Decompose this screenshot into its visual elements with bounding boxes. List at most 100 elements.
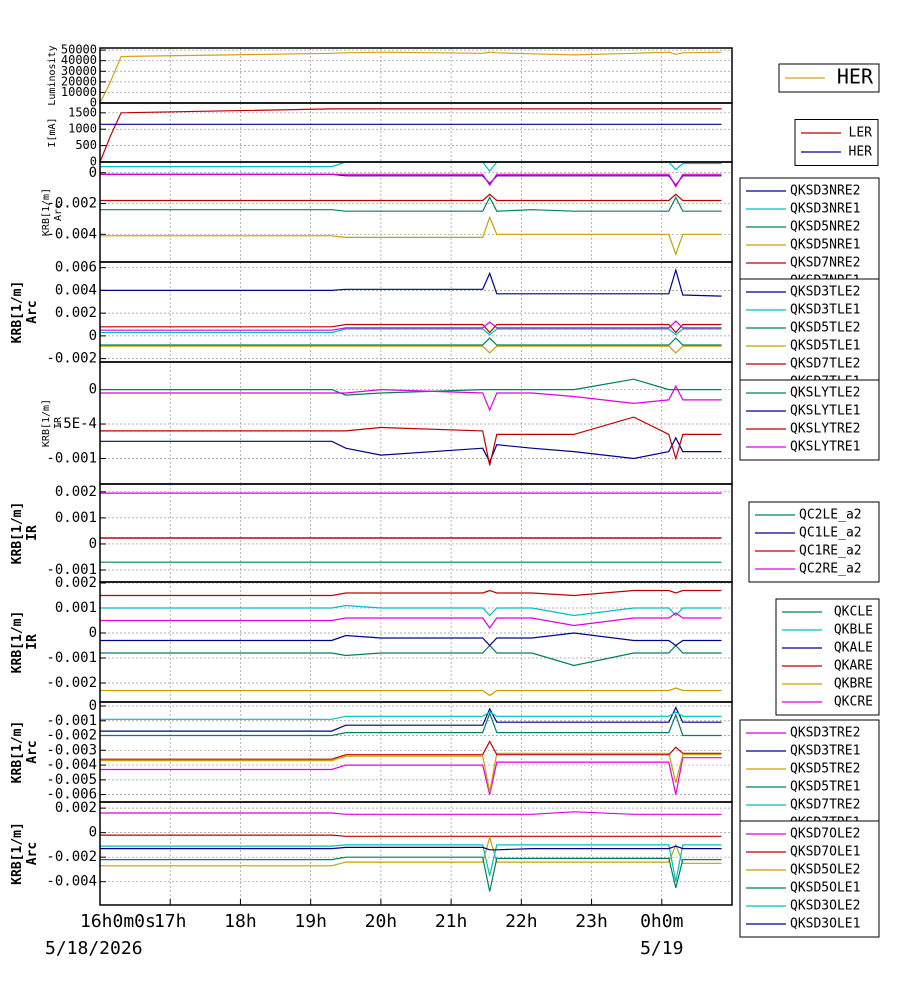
series-line [100, 757, 722, 795]
legend-label: QKSD5TLE1 [790, 339, 860, 354]
series-line [100, 51, 722, 103]
legend: QKSD3NRE2 QKSD3NRE1 QKSD5NRE2 QKSD5NRE1 QKSD… [739, 177, 880, 295]
legend-label: HER [837, 65, 874, 89]
y-tick-label: -0.005 [46, 772, 97, 788]
series-line [100, 328, 722, 336]
legend-label: QKSD3TLE2 [790, 285, 860, 300]
series-line [100, 173, 722, 188]
legend: QKSD3TLE2 QKSD3TLE1 QKSD5TLE2 QKSD5TLE1 QKSD… [739, 278, 880, 396]
plot-frame [99, 483, 733, 583]
plot-frame [99, 161, 733, 263]
series-line [100, 215, 722, 257]
series-line [100, 267, 722, 297]
legend-label: QKSD5TRE1 [790, 780, 860, 795]
x-tick-label: 17h [154, 911, 187, 932]
series-line [100, 834, 722, 837]
legend-label: QKSD3TRE2 [790, 726, 860, 741]
series-line [100, 644, 722, 667]
legend-box [739, 719, 880, 837]
y-axis-label: KRB[1/m] [10, 721, 25, 784]
y-tick-label: 1000 [68, 122, 97, 136]
legend-box [739, 820, 880, 938]
series-line [100, 173, 722, 187]
y-tick-label: 0 [89, 328, 97, 344]
y-axis-label: Arc [53, 203, 64, 221]
legend-label: QKSD5TLE2 [790, 321, 860, 336]
y-axis-label: KRB[1/m] [10, 822, 25, 885]
x-tick-label: 19h [294, 911, 327, 932]
legend-label: QKCLE [834, 605, 873, 620]
y-axis-label: Arc [25, 842, 40, 865]
series-line [100, 856, 722, 892]
series-line [100, 835, 722, 867]
y-tick-label: -0.004 [46, 226, 97, 242]
x-tick-label: 18h [224, 911, 257, 932]
y-tick-label: -0.002 [46, 196, 97, 212]
legend-label: QKSD7OLE1 [790, 845, 860, 860]
y-tick-label: 0.001 [55, 510, 97, 526]
y-tick-label: -0.006 [46, 787, 97, 803]
plot-frame [99, 47, 733, 104]
y-tick-label: 10000 [61, 85, 97, 99]
y-tick-label: -0.004 [46, 757, 97, 773]
plot-frame [99, 801, 733, 906]
series-line [100, 845, 722, 851]
date-label: 5/18/2026 [45, 938, 143, 959]
series-line [100, 196, 722, 212]
y-tick-label: 0 [89, 625, 97, 641]
series-line [100, 811, 722, 815]
series-line [100, 323, 722, 334]
x-tick-label: 16h0m0s [80, 911, 156, 932]
legend-label: QKSD5OLE1 [790, 881, 860, 896]
y-tick-label: -0.003 [46, 742, 97, 758]
y-tick-label: -0.002 [46, 849, 97, 865]
legend-label: QKCRE [834, 695, 873, 710]
series-line [100, 604, 722, 617]
series-line [100, 345, 722, 354]
legend-label: QKSD3OLE2 [790, 899, 860, 914]
date-label: 5/19 [640, 938, 683, 959]
legend-box [775, 598, 880, 716]
x-tick-label: 23h [575, 911, 608, 932]
series-line [100, 337, 722, 346]
legend-label: QKSD5OLE2 [790, 863, 860, 878]
legend-label: QKSD5TRE2 [790, 762, 860, 777]
y-axis-label: IR [25, 634, 40, 650]
legend-label: QKARE [834, 659, 873, 674]
y-tick-label: 50000 [61, 43, 97, 57]
legend: QKSD3TRE2 QKSD3TRE1 QKSD5TRE2 QKSD5TRE1 QKSD… [739, 719, 880, 837]
series-line [100, 632, 722, 647]
legend-label: QKSD7NRE2 [790, 256, 860, 271]
series-line [100, 384, 722, 412]
y-tick-label: 0.002 [55, 484, 97, 500]
legend-label: QKALE [834, 641, 873, 656]
y-axis-label: KRB[1/m] [10, 611, 25, 674]
legend-label: QKSD5NRE2 [790, 220, 860, 235]
y-axis-label: KRB[1/m] [41, 399, 52, 447]
y-tick-label: -5E-4 [55, 416, 97, 432]
y-tick-label: -0.001 [46, 713, 97, 729]
y-tick-label: 30000 [61, 64, 97, 78]
legend-box [739, 278, 880, 396]
series-line [100, 378, 722, 396]
series-line [100, 320, 722, 331]
y-tick-label: -0.002 [46, 351, 97, 367]
y-tick-label: 0 [89, 825, 97, 841]
series-line [100, 740, 722, 760]
y-tick-label: 0.002 [55, 800, 97, 816]
legend: HER [778, 63, 880, 93]
legend-label: QC2LE_a2 [799, 508, 862, 523]
series-line [100, 711, 722, 737]
legend: QKSD7OLE2 QKSD7OLE1 QKSD5OLE2 QKSD5OLE1 QKSD… [739, 820, 880, 938]
series-line [100, 687, 722, 697]
y-tick-label: 0 [89, 165, 97, 181]
y-tick-label: 20000 [61, 74, 97, 88]
series-line [100, 589, 722, 597]
y-tick-label: 1500 [68, 105, 97, 119]
y-tick-label: 0 [90, 96, 97, 110]
x-tick-label: 21h [435, 911, 468, 932]
legend: QKCLE QKBLE QKALE QKARE QKBRE QKCRE [775, 598, 880, 716]
y-tick-label: -0.001 [46, 450, 97, 466]
legend-box [794, 119, 879, 166]
